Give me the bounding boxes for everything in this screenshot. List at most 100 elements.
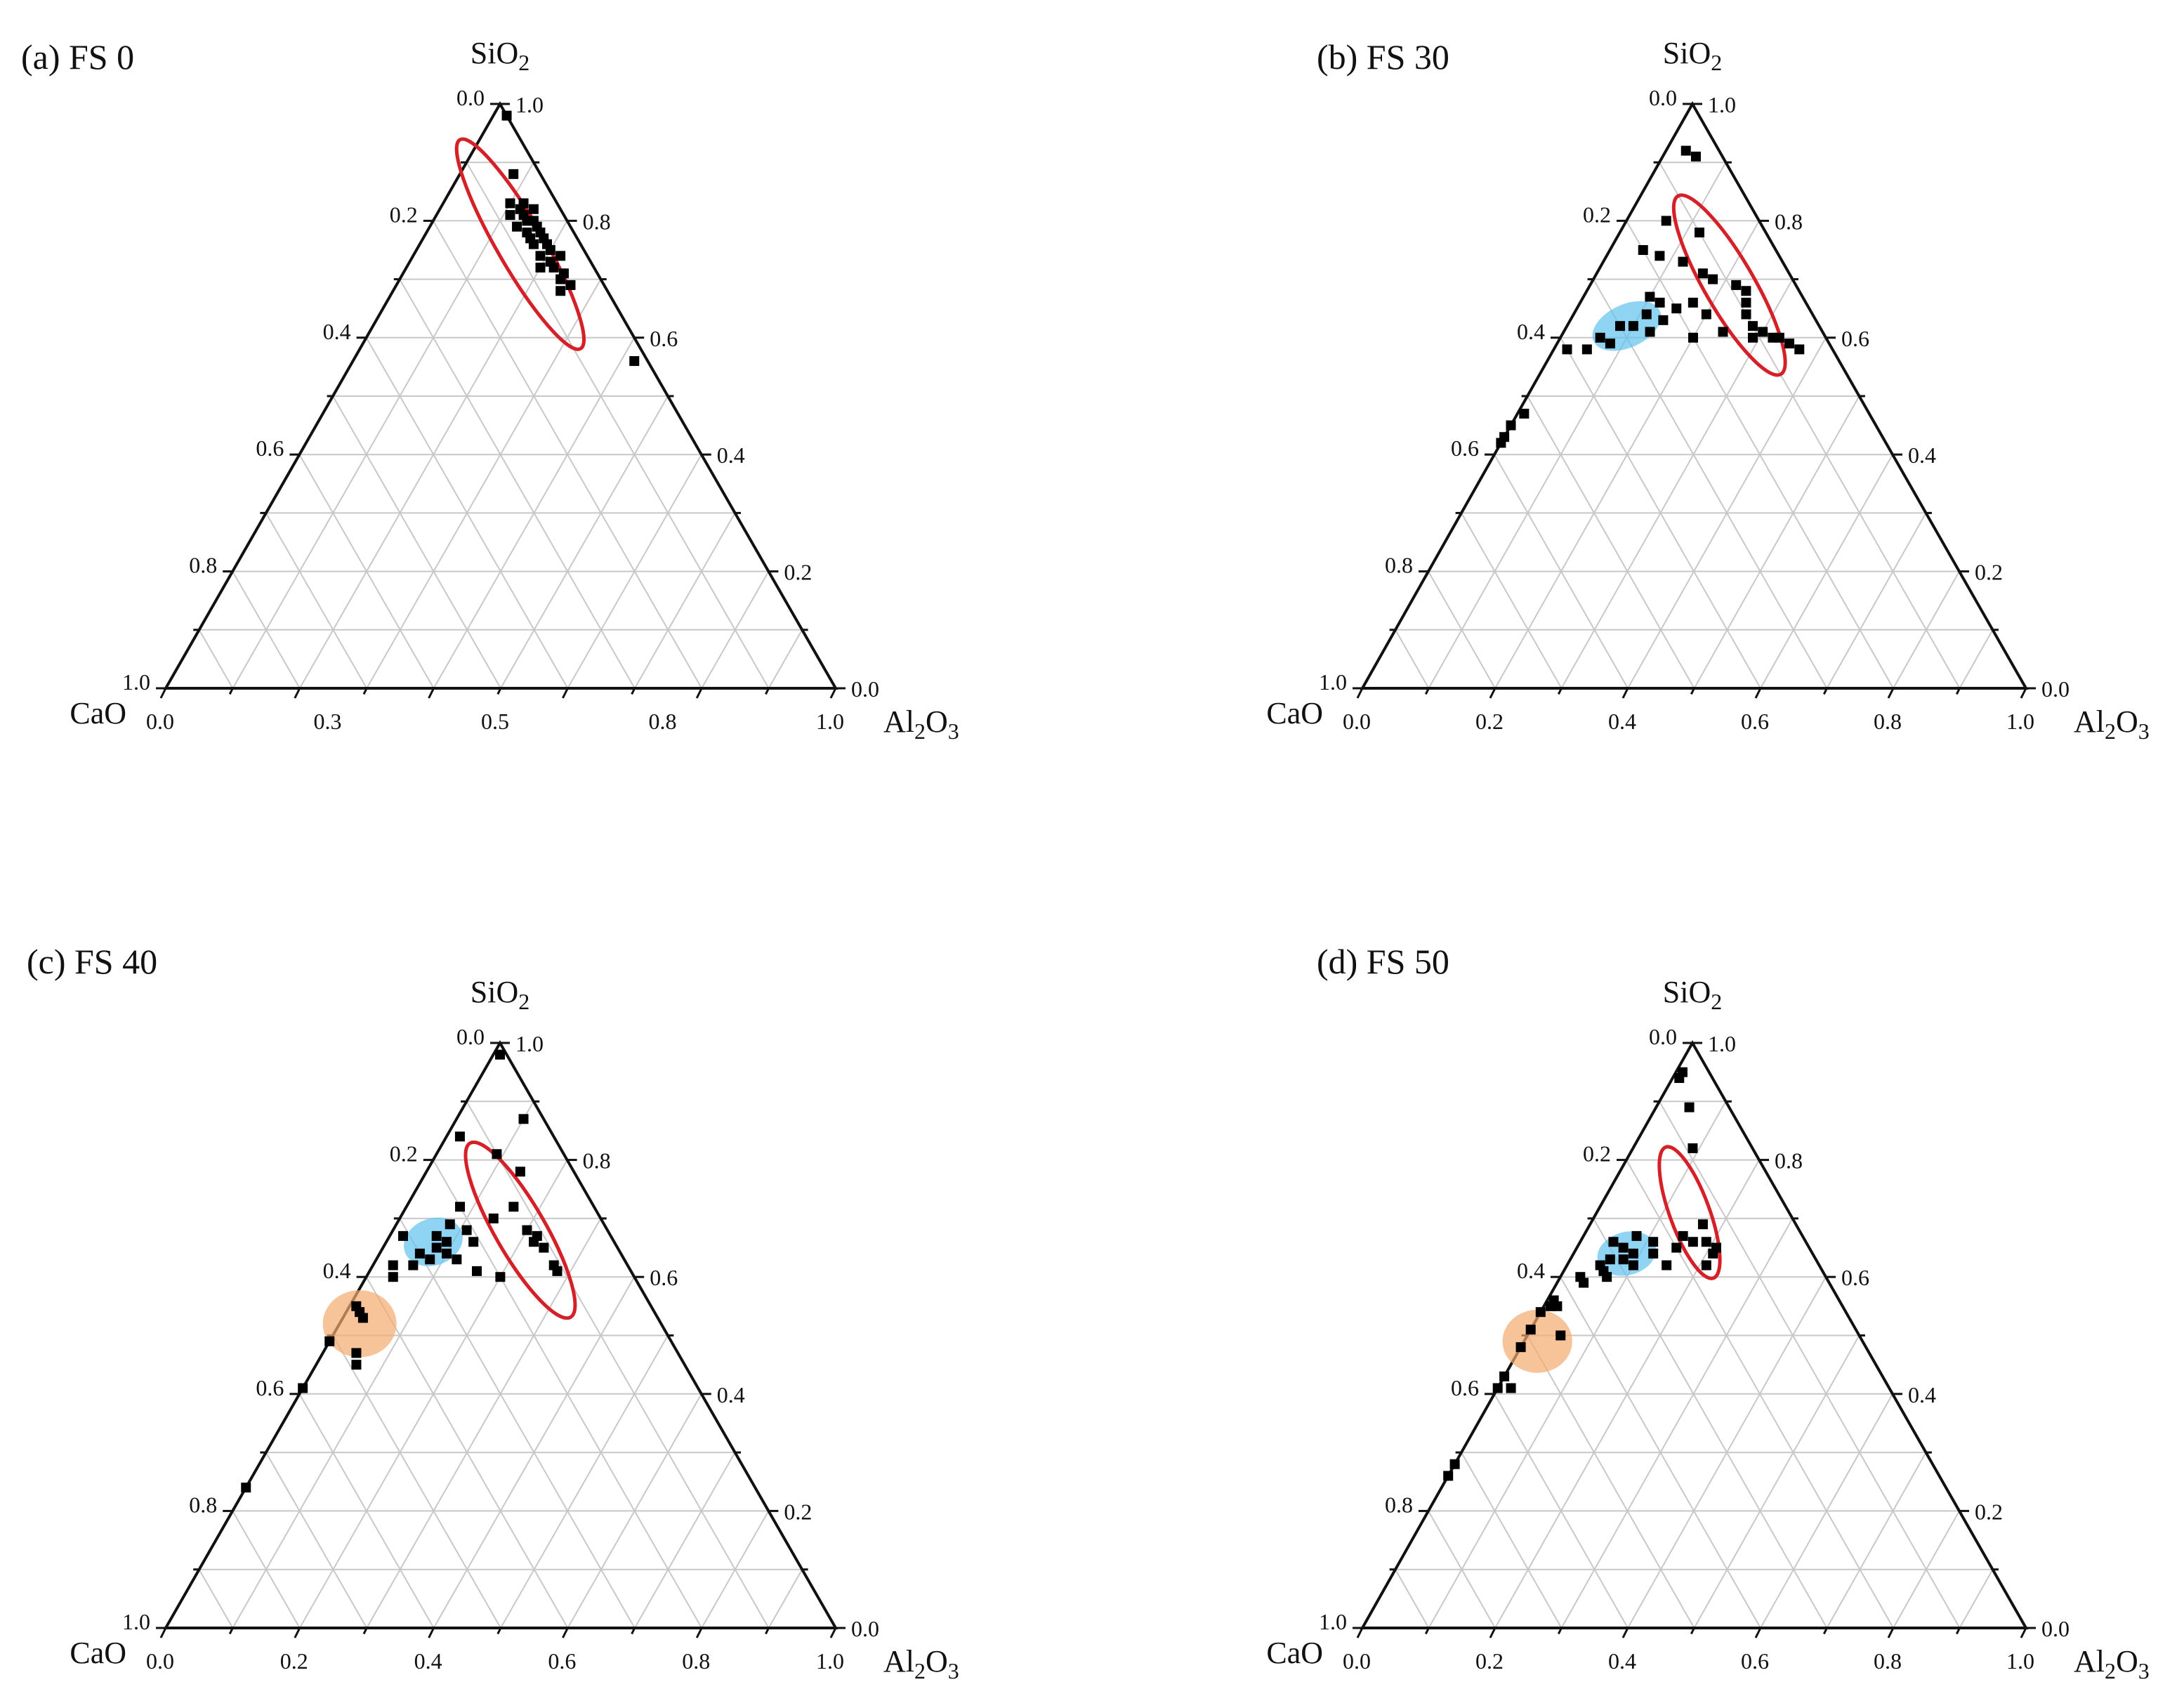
data-point	[398, 1230, 408, 1241]
grid-line	[1428, 571, 1496, 689]
left-tick-label: 1.0	[122, 1609, 150, 1634]
data-point	[1618, 1242, 1629, 1253]
data-point	[414, 1248, 425, 1259]
grid-line	[232, 1101, 534, 1629]
grid-line	[1593, 1218, 1828, 1629]
grid-line	[232, 162, 534, 689]
grid-line	[366, 279, 602, 689]
data-point	[324, 1336, 335, 1346]
left-tick-label: 0.0	[1649, 85, 1677, 110]
right-tick-label: 0.8	[583, 1148, 611, 1174]
data-point	[555, 286, 566, 296]
data-point	[1581, 344, 1592, 355]
grid-line	[1760, 454, 1893, 689]
data-point	[1697, 268, 1708, 279]
bottom-tick-label: 1.0	[2006, 1648, 2034, 1674]
grid-line	[768, 1569, 803, 1629]
bottom-tick-label: 0.4	[1608, 1648, 1636, 1674]
data-point	[468, 1237, 479, 1247]
right-tick-label: 0.4	[717, 1382, 745, 1407]
data-point	[408, 1260, 419, 1270]
data-point	[1684, 1102, 1695, 1112]
data-point	[1506, 1383, 1516, 1393]
grid-line	[366, 1218, 602, 1629]
data-point	[525, 233, 536, 244]
grid-line	[332, 395, 501, 689]
left-tick-label: 0.6	[1451, 435, 1479, 461]
data-point	[1741, 286, 1751, 296]
data-point	[529, 1237, 539, 1247]
bottom-tick-label: 0.4	[1608, 709, 1636, 734]
bottom-tick-label: 0.4	[414, 1648, 442, 1674]
grid-line	[298, 1393, 435, 1629]
grid-line	[1560, 279, 1794, 689]
data-point	[388, 1260, 398, 1270]
bottom-tick	[2020, 1627, 2027, 1638]
data-point	[629, 356, 640, 367]
axis-ticks	[156, 1042, 846, 1638]
left-tick-label: 0.2	[390, 1141, 418, 1167]
right-tick-label: 0.8	[1775, 1148, 1803, 1174]
bottom-tick	[562, 1627, 569, 1638]
bottom-tick	[1621, 688, 1629, 699]
bottom-tick	[159, 688, 167, 699]
data-point	[1608, 1237, 1619, 1247]
data-point	[1695, 228, 1704, 238]
grid-line	[1428, 1510, 1496, 1629]
panel-title: (d) FS 50	[1317, 942, 1449, 981]
data-point	[1655, 251, 1665, 261]
al2o3-axis-label: Al2O3	[883, 1644, 959, 1683]
bottom-tick	[1754, 688, 1762, 699]
right-tick-label: 0.6	[650, 1265, 678, 1290]
data-point	[1506, 420, 1516, 431]
grid-line	[265, 512, 368, 689]
data-point	[505, 198, 515, 209]
bottom-tick	[695, 688, 703, 699]
data-point	[1638, 245, 1648, 255]
bottom-tick	[631, 1627, 636, 1635]
data-point	[1688, 297, 1698, 308]
panel-d-fs50: (d) FS 500.00.20.40.60.81.01.00.80.60.40…	[1266, 942, 2149, 1683]
bottom-tick	[1822, 1627, 1828, 1635]
grid-line	[399, 1218, 636, 1629]
data-point	[1678, 1230, 1688, 1241]
data-point	[431, 1242, 442, 1253]
panel-title: (c) FS 40	[27, 942, 157, 981]
grid-line	[768, 629, 803, 689]
grid-line	[1659, 162, 1961, 689]
data-point	[1492, 1383, 1503, 1393]
data-point	[548, 262, 559, 272]
bottom-tick	[294, 1627, 301, 1638]
red-region-ellipse	[463, 1140, 577, 1320]
bottom-tick-label: 0.6	[1741, 709, 1769, 734]
bottom-tick	[1955, 688, 1961, 695]
grid-lines	[198, 162, 803, 689]
data-point	[555, 251, 566, 261]
bottom-tick	[1557, 1627, 1563, 1635]
cao-axis-label: CaO	[1266, 696, 1323, 730]
bottom-tick-label: 0.2	[280, 1648, 308, 1674]
bottom-tick	[1887, 688, 1895, 699]
bottom-tick-label: 1.0	[816, 709, 844, 734]
bottom-tick	[562, 688, 569, 699]
left-tick-label: 0.8	[1385, 1492, 1413, 1517]
data-point	[1628, 1248, 1638, 1259]
data-point	[1628, 321, 1638, 331]
data-point	[351, 1348, 362, 1358]
left-tick-label: 1.0	[1319, 1609, 1347, 1634]
data-point	[522, 1225, 532, 1235]
left-tick-label: 0.8	[189, 1492, 217, 1517]
data-point	[1688, 332, 1698, 343]
bottom-tick	[428, 688, 435, 699]
panel-a-fs0: (a) FS 00.00.20.40.60.81.01.00.80.60.40.…	[21, 36, 959, 744]
data-point	[505, 210, 515, 221]
left-tick-label: 0.2	[1583, 202, 1611, 227]
bottom-tick-label: 0.2	[1475, 1648, 1504, 1674]
grid-line	[332, 1335, 501, 1629]
data-point	[1618, 1254, 1629, 1265]
left-tick-label: 0.4	[323, 319, 351, 344]
data-point	[1645, 291, 1655, 302]
bottom-tick	[1955, 1627, 1961, 1635]
data-point	[431, 1230, 442, 1241]
